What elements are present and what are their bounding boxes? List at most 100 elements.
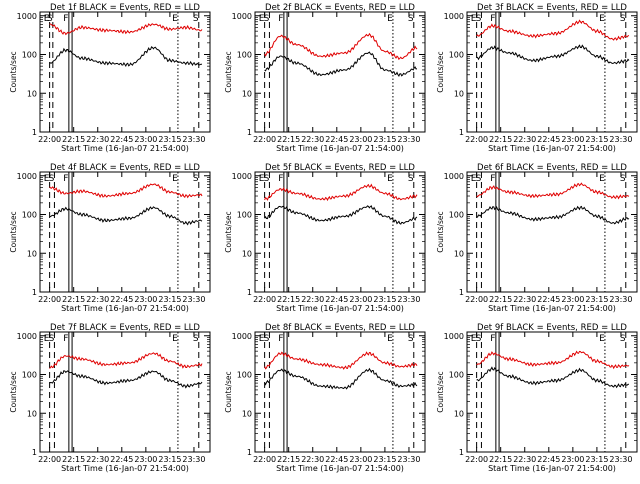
x-tick-label: 22:45	[110, 455, 133, 464]
x-tick-label: 22:15	[277, 295, 300, 304]
chart-title: Det 2f BLACK = Events, RED = LLD	[265, 3, 415, 13]
series-line	[476, 182, 630, 200]
x-tick-label: 23:30	[609, 455, 632, 464]
y-tick-label: 1000	[232, 172, 252, 181]
y-tick-label: 1000	[444, 332, 464, 341]
x-tick-label: 22:15	[489, 295, 512, 304]
x-tick-label: 23:00	[561, 295, 584, 304]
series-line	[49, 183, 203, 199]
y-tick-label: 1000	[232, 332, 252, 341]
chart-title: Det 7f BLACK = Events, RED = LLD	[50, 323, 200, 333]
x-tick-label: 22:45	[537, 135, 560, 144]
x-tick-label: 23:00	[349, 295, 372, 304]
event-marker-label: E	[471, 14, 477, 24]
plot-frame	[466, 11, 638, 133]
event-marker-label: S	[476, 14, 482, 24]
event-marker-label: F	[490, 174, 495, 184]
x-tick-label: 22:30	[86, 455, 109, 464]
series-line	[476, 44, 630, 65]
y-tick-label: 10	[242, 89, 252, 98]
x-axis-label: Start Time (16-Jan-07 21:54:00)	[276, 304, 404, 313]
x-tick-label: 22:15	[489, 135, 512, 144]
series-line	[476, 205, 630, 225]
chart-title: Det 8f BLACK = Events, RED = LLD	[265, 323, 415, 333]
y-tick-label: 1	[32, 448, 37, 457]
y-tick-label: 100	[237, 211, 252, 220]
y-axis-label: Counts/sec	[436, 371, 445, 412]
event-marker-label: S	[264, 14, 270, 24]
event-marker-label: E	[44, 174, 50, 184]
chart-title: Det 1f BLACK = Events, RED = LLD	[50, 3, 200, 13]
series-line	[264, 367, 418, 390]
x-tick-label: 22:00	[38, 455, 61, 464]
y-tick-label: 10	[454, 89, 464, 98]
event-marker-label: F	[278, 174, 283, 184]
y-axis-label: Counts/sec	[436, 51, 445, 92]
event-marker-label: S	[193, 334, 199, 344]
event-marker-label: E	[387, 14, 393, 24]
y-tick-label: 10	[454, 409, 464, 418]
x-tick-label: 22:15	[62, 135, 85, 144]
x-tick-label: 22:00	[253, 455, 276, 464]
event-marker-label: E	[44, 334, 50, 344]
event-marker-label: S	[264, 334, 270, 344]
series-line	[49, 206, 203, 226]
x-tick-label: 22:45	[325, 295, 348, 304]
x-tick-label: 22:45	[537, 295, 560, 304]
y-tick-label: 1000	[444, 172, 464, 181]
event-marker-label: F	[278, 14, 283, 24]
x-tick-label: 22:15	[62, 295, 85, 304]
x-tick-label: 23:30	[397, 295, 420, 304]
event-marker-label: E	[172, 14, 178, 24]
series-line	[49, 23, 203, 36]
event-marker-label: E	[172, 174, 178, 184]
plot-frame	[466, 331, 638, 453]
x-axis-label: Start Time (16-Jan-07 21:54:00)	[488, 464, 616, 473]
y-tick-label: 10	[454, 249, 464, 258]
y-axis-label: Counts/sec	[9, 211, 18, 252]
y-axis-label: Counts/sec	[224, 211, 233, 252]
event-marker-label: E	[259, 334, 265, 344]
series-line	[49, 352, 203, 369]
x-tick-label: 23:30	[609, 135, 632, 144]
event-marker-label: S	[408, 174, 414, 184]
x-tick-label: 23:00	[349, 135, 372, 144]
event-marker-label: E	[259, 174, 265, 184]
x-tick-label: 22:30	[513, 135, 536, 144]
x-tick-label: 22:30	[301, 295, 324, 304]
x-tick-label: 23:00	[349, 455, 372, 464]
x-axis-label: Start Time (16-Jan-07 21:54:00)	[276, 144, 404, 153]
y-tick-label: 10	[242, 249, 252, 258]
y-axis-label: Counts/sec	[224, 371, 233, 412]
x-tick-label: 22:00	[465, 135, 488, 144]
x-tick-label: 23:00	[561, 135, 584, 144]
y-tick-label: 100	[22, 51, 37, 60]
x-tick-label: 22:00	[465, 455, 488, 464]
plot-frame	[39, 331, 211, 453]
x-tick-label: 22:45	[110, 135, 133, 144]
y-axis-label: Counts/sec	[9, 371, 18, 412]
x-tick-label: 23:00	[134, 295, 157, 304]
series-line	[264, 51, 417, 78]
x-axis-label: Start Time (16-Jan-07 21:54:00)	[61, 464, 189, 473]
chart-title: Det 9f BLACK = Events, RED = LLD	[477, 323, 627, 333]
series-line	[476, 19, 630, 41]
series-line	[476, 350, 630, 370]
x-tick-label: 23:15	[585, 295, 608, 304]
x-tick-label: 22:15	[277, 455, 300, 464]
y-tick-label: 1000	[17, 172, 37, 181]
chart-title: Det 6f BLACK = Events, RED = LLD	[477, 163, 627, 173]
x-tick-label: 22:30	[301, 455, 324, 464]
event-marker-label: F	[278, 334, 283, 344]
x-axis-label: Start Time (16-Jan-07 21:54:00)	[488, 304, 616, 313]
event-marker-label: S	[620, 174, 626, 184]
event-marker-label: E	[471, 174, 477, 184]
y-tick-label: 1	[247, 128, 252, 137]
y-tick-label: 1000	[17, 12, 37, 21]
event-marker-label: E	[259, 14, 265, 24]
x-tick-label: 22:30	[301, 135, 324, 144]
x-tick-label: 23:15	[585, 135, 608, 144]
chart-title: Det 5f BLACK = Events, RED = LLD	[265, 163, 415, 173]
